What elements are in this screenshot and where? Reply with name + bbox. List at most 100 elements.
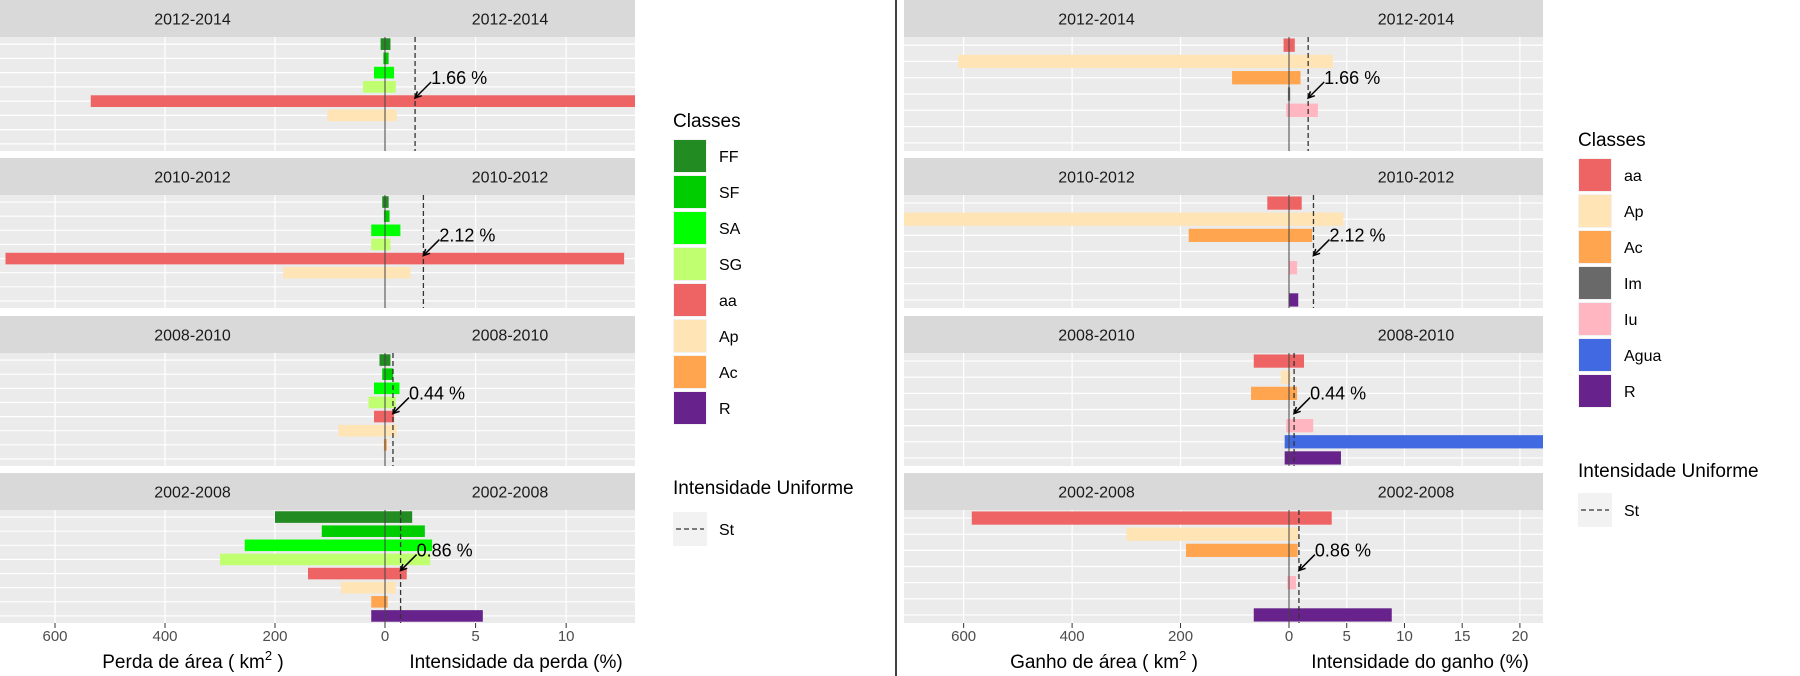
strip-label-left: 2012-2014 [1058, 12, 1135, 29]
bar-area-Im [1287, 87, 1289, 101]
bar-area-Ap [338, 424, 385, 437]
tick-label-left: 0 [1285, 628, 1293, 645]
tick-label-right: 20 [1512, 628, 1529, 645]
tick-label-left: 400 [152, 628, 177, 645]
bar-area-Agua [1284, 435, 1289, 449]
bar-area-Ap [283, 266, 385, 279]
bar-intensity-aa [1289, 196, 1302, 210]
strip-label-left: 2008-2010 [154, 328, 231, 345]
bar-area-aa [1253, 354, 1289, 368]
bar-area-aa [90, 95, 385, 107]
tick-label-left: 200 [262, 628, 287, 645]
bar-area-SA [374, 382, 385, 395]
legend-label-Ap: Ap [1624, 204, 1644, 221]
panel-strip [904, 0, 1543, 37]
bar-intensity-aa [385, 95, 635, 107]
legend-swatch-Ap [1579, 195, 1611, 227]
panel-background [0, 353, 635, 466]
bar-intensity-FF [385, 354, 391, 366]
tick-label-left: 600 [951, 628, 976, 645]
panel-2012-2014: 2012-2014 2012-2014 1.66 % [904, 0, 1543, 151]
bar-area-FF [275, 511, 385, 523]
panel-2008-2010: 2008-2010 2008-2010 0.44 % [0, 316, 635, 466]
bar-area-Ac [1251, 386, 1289, 400]
bar-area-SF [383, 210, 385, 222]
bar-area-Ac [383, 439, 385, 451]
legend-swatch-R [674, 392, 706, 424]
bar-area-FF [379, 354, 385, 366]
legend-swatch-R [1579, 375, 1611, 407]
legend-label-Ac: Ac [719, 365, 738, 382]
legend-swatch-FF [674, 140, 706, 172]
panel-background [0, 37, 635, 151]
strip-label-left: 2012-2014 [154, 12, 231, 29]
bar-intensity-aa [385, 410, 395, 423]
bar-intensity-Ap [1289, 54, 1333, 69]
legend-title: Classes [1578, 130, 1646, 151]
bar-intensity-SG [385, 81, 396, 93]
tick-label-right: 10 [1396, 628, 1413, 645]
bar-intensity-Ap [385, 266, 411, 279]
panel-strip [0, 158, 635, 195]
bar-intensity-Ac [1289, 543, 1298, 557]
annotation-label: 0.86 % [417, 541, 473, 561]
strip-label-right: 2002-2008 [472, 485, 549, 502]
bar-area-Ac [1185, 543, 1289, 557]
annotation-label: 1.66 % [1324, 68, 1380, 88]
bar-intensity-aa [1289, 38, 1295, 52]
bar-area-Iu [1286, 103, 1289, 117]
bar-intensity-Ac [385, 596, 388, 608]
annotation-arrowhead [422, 248, 431, 257]
tick-label-left: 200 [1168, 628, 1193, 645]
tick-label-left: 600 [42, 628, 67, 645]
bar-area-SG [363, 81, 385, 93]
bar-intensity-Ap [1289, 212, 1344, 226]
bar-area-SG [371, 238, 385, 251]
panel-2012-2014: 2012-2014 2012-2014 1.66 % [0, 0, 635, 151]
bar-area-R [1284, 451, 1289, 465]
legend-label-Im: Im [1624, 276, 1642, 293]
annotation-arrow [1308, 81, 1325, 98]
annotation-arrowhead [1312, 248, 1321, 257]
bar-area-aa [971, 511, 1289, 525]
legend-swatch-SG [674, 248, 706, 280]
bar-intensity-SF [385, 52, 389, 65]
tick-label-right: 15 [1454, 628, 1471, 645]
bar-area-FF [380, 38, 385, 50]
annotation-arrowhead [399, 563, 408, 572]
legend-label-Ap: Ap [719, 329, 739, 346]
strip-label-right: 2012-2014 [472, 12, 549, 29]
bar-area-aa [308, 567, 385, 580]
legend-swatch-Ac [1579, 231, 1611, 263]
panel-2002-2008: 2002-2008 2002-2008 0.86 % [904, 473, 1543, 623]
bar-intensity-SF [385, 368, 394, 380]
annotation-arrowhead [1292, 406, 1301, 415]
bar-intensity-FF [385, 196, 389, 208]
bar-intensity-aa [1289, 354, 1305, 368]
panel-2010-2012: 2010-2012 2010-2012 2.12 % [904, 158, 1543, 308]
annotation-arrow [1299, 554, 1316, 571]
tick-label-right: 10 [558, 628, 575, 645]
bar-area-Ap [1280, 370, 1289, 384]
bar-area-R [371, 610, 385, 622]
legend-swatch-Agua [1579, 339, 1611, 371]
annotation-arrowhead [1306, 91, 1316, 100]
strip-label-left: 2008-2010 [1058, 328, 1135, 345]
bar-intensity-Im [1289, 87, 1291, 101]
annotation-arrowhead [413, 91, 422, 100]
annotation-label: 1.66 % [431, 68, 487, 88]
bar-intensity-R [1289, 293, 1299, 307]
bar-area-SA [374, 66, 385, 79]
uniform-legend-title: Intensidade Uniforme [673, 478, 854, 499]
annotation-label: 0.44 % [1310, 384, 1366, 404]
strip-label-right: 2002-2008 [1378, 485, 1455, 502]
x-axis-title-left: Perda de área ( km2 ) [102, 648, 283, 673]
annotation-label: 2.12 % [439, 226, 495, 246]
panel-strip [904, 316, 1543, 353]
bar-area-aa [1283, 38, 1289, 52]
legend-label-R: R [1624, 384, 1636, 401]
annotation-arrow [423, 239, 440, 256]
legend-label-R: R [719, 401, 731, 418]
bar-intensity-SF [385, 525, 425, 537]
